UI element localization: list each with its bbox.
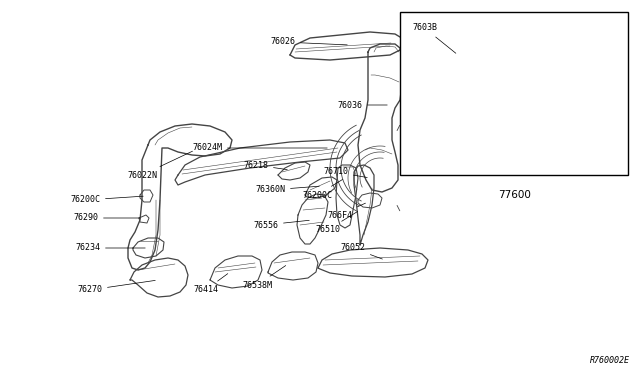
Text: 76022N: 76022N xyxy=(127,151,193,180)
Text: 76234: 76234 xyxy=(75,244,145,253)
Text: 76556: 76556 xyxy=(253,220,309,230)
Text: 76360N: 76360N xyxy=(255,186,319,195)
Text: R760002E: R760002E xyxy=(590,356,630,365)
Text: 766F4: 766F4 xyxy=(327,203,365,219)
Text: 76200C: 76200C xyxy=(70,196,143,205)
Text: 76538M: 76538M xyxy=(242,266,285,289)
Text: 77600: 77600 xyxy=(499,190,531,200)
Text: 76200C: 76200C xyxy=(302,179,342,199)
Text: 76026: 76026 xyxy=(270,38,348,46)
Text: 76218: 76218 xyxy=(243,160,287,170)
Text: 76024M: 76024M xyxy=(192,144,327,153)
Text: 76414: 76414 xyxy=(193,274,228,295)
Text: 76270: 76270 xyxy=(77,280,156,295)
Text: 76036: 76036 xyxy=(337,100,387,109)
Bar xyxy=(400,12,628,175)
Text: 76510: 76510 xyxy=(315,211,358,234)
Text: 76052: 76052 xyxy=(340,244,382,259)
Text: 7603B: 7603B xyxy=(412,23,456,53)
Text: 76290: 76290 xyxy=(73,214,140,222)
Text: 76710: 76710 xyxy=(323,167,367,177)
